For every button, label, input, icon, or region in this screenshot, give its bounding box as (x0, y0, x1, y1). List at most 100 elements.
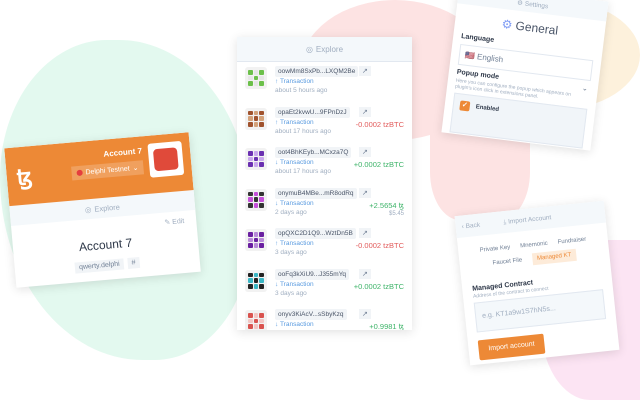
operation-type: ↓ Transaction (275, 159, 314, 166)
external-link-icon[interactable]: ↗ (359, 147, 371, 157)
operation-hash[interactable]: oot4BhKEyb...MCxza7Q (275, 147, 352, 158)
external-link-icon[interactable]: ↗ (359, 309, 371, 319)
tab-mnemonic[interactable]: Mnemonic (519, 240, 549, 250)
import-account-card: ‹ Back ⤓ Import Account Private Key Mnem… (454, 200, 620, 366)
back-label: Back (465, 221, 481, 231)
chevron-down-icon: ⌄ (132, 164, 139, 173)
operation-item[interactable]: opQXC2D1Q9...WztDn5B ↗ ↑ Transaction 3 d… (237, 224, 412, 265)
gear-icon: ⚙ (516, 0, 524, 8)
network-status-dot (76, 169, 83, 177)
tab-faucet-file[interactable]: Faucet File (492, 257, 523, 267)
arrow-up-icon: ↑ (275, 118, 279, 126)
operation-amount: +0.0002 tzBTC (353, 160, 404, 169)
operation-type-label: Transaction (279, 321, 314, 328)
explore-label: Explore (94, 202, 121, 214)
network-name: Delphi Testnet (85, 164, 130, 176)
operation-time: 2 days ago (275, 208, 307, 216)
operation-item[interactable]: onymuB4MBe...mR8odRq ↗ ↓ Transaction 2 d… (237, 184, 412, 225)
edit-button[interactable]: ✎ Edit (164, 217, 184, 227)
operation-type-label: Transaction (279, 118, 314, 126)
operation-amount: -0.0002 tzBTC (355, 119, 404, 129)
operation-time: about 17 hours ago (275, 168, 332, 175)
domain-name[interactable]: qwerty.delphi (74, 258, 125, 274)
checkbox-checked-icon[interactable]: ✓ (459, 100, 471, 112)
tab-managed-kt[interactable]: Managed KT (531, 248, 577, 266)
popup-enabled-label: Enabled (475, 104, 500, 114)
hash-toggle[interactable]: # (127, 256, 141, 269)
edit-label: Edit (171, 217, 185, 226)
tab-private-key[interactable]: Private Key (479, 244, 511, 254)
identicon (245, 67, 267, 89)
explore-header: ◎ Explore (237, 37, 412, 62)
settings-header-label: Settings (524, 0, 549, 11)
import-title-label: Import Account (507, 214, 552, 226)
settings-card: ⚙ Settings ⚙ General Language 🇺🇸 English … (441, 0, 609, 151)
operation-type-label: Transaction (279, 240, 314, 247)
operation-type: ↓ Transaction (275, 321, 314, 328)
import-title: ⤓ Import Account (503, 214, 552, 227)
arrow-down-icon: ↓ (275, 280, 279, 288)
operation-type: ↓ Transaction (275, 281, 314, 288)
operation-type: ↓ Transaction (275, 200, 314, 207)
compass-icon: ◎ (305, 44, 313, 54)
operation-type: ↑ Transaction (275, 78, 314, 85)
identicon (245, 107, 267, 130)
operation-item[interactable]: onyv3KiAcV...sSbyKzq ↗ ↓ Transaction +0.… (237, 305, 412, 330)
operation-hash[interactable]: oowMm8SxPb...LXQM2Be (275, 66, 359, 77)
operation-time: about 5 hours ago (275, 87, 328, 94)
temple-logo-icon: ꜩ (15, 164, 34, 191)
operation-type-label: Transaction (279, 280, 314, 288)
operation-time: 3 days ago (275, 289, 307, 297)
operation-amount: +0.9981 ꜩ (369, 322, 404, 330)
operation-type-label: Transaction (279, 78, 314, 85)
operation-time: 3 days ago (275, 249, 307, 256)
operation-type-label: Transaction (279, 199, 314, 207)
operation-type-label: Transaction (279, 159, 314, 166)
external-link-icon[interactable]: ↗ (359, 106, 371, 117)
operations-list: oowMm8SxPb...LXQM2Be ↗ ↑ Transaction abo… (237, 62, 412, 330)
operation-item[interactable]: oowMm8SxPb...LXQM2Be ↗ ↑ Transaction abo… (237, 62, 412, 103)
external-link-icon[interactable]: ↗ (359, 268, 371, 279)
operation-item[interactable]: opaEt2kvwU...9FPnDzJ ↗ ↑ Transaction abo… (237, 103, 412, 144)
explore-title: Explore (315, 44, 344, 54)
operation-hash[interactable]: onymuB4MBe...mR8odRq (275, 187, 357, 199)
operation-item[interactable]: ooFq3kXiU9...J355mYq ↗ ↓ Transaction 3 d… (237, 265, 412, 306)
arrow-down-icon: ↓ (275, 199, 279, 207)
back-button[interactable]: ‹ Back (461, 221, 481, 231)
arrow-down-icon: ↓ (275, 321, 279, 328)
compass-icon: ◎ (84, 204, 92, 215)
operation-hash[interactable]: opaEt2kvwU...9FPnDzJ (275, 106, 350, 118)
arrow-up-icon: ↑ (275, 240, 279, 247)
arrow-down-icon: ↓ (275, 159, 279, 166)
operation-time: about 17 hours ago (275, 127, 332, 135)
external-link-icon[interactable]: ↗ (359, 66, 371, 76)
tab-fundraiser[interactable]: Fundraiser (557, 236, 587, 246)
operation-usd-value: $5.45 (388, 210, 404, 217)
identicon (245, 310, 267, 330)
avatar[interactable] (147, 140, 185, 178)
account-name: Account 7 (103, 146, 143, 159)
operation-type: ↑ Transaction (275, 240, 314, 247)
operation-hash[interactable]: ooFq3kXiU9...J355mYq (275, 268, 350, 280)
explore-panel: ◎ Explore oowMm8SxPb...LXQM2Be ↗ ↑ Transa… (237, 37, 412, 330)
general-label: General (514, 18, 559, 38)
external-link-icon[interactable]: ↗ (359, 228, 371, 238)
arrow-up-icon: ↑ (275, 78, 279, 85)
operation-amount: +2.5654 ꜩ (369, 200, 404, 210)
operation-hash[interactable]: opQXC2D1Q9...WztDn5B (275, 228, 356, 239)
operation-hash[interactable]: onyv3KiAcV...sSbyKzq (275, 309, 347, 320)
identicon (245, 229, 267, 251)
identicon (245, 148, 267, 170)
operation-amount: +0.0002 tzBTC (353, 281, 404, 291)
account-card: ꜩ Account 7 Delphi Testnet ⌄ ◎ Explore ✎ … (4, 132, 201, 288)
external-link-icon[interactable]: ↗ (359, 187, 371, 198)
language-value: English (476, 52, 504, 65)
identicon (245, 188, 267, 211)
operation-type: ↑ Transaction (275, 119, 314, 126)
network-selector[interactable]: Delphi Testnet ⌄ (70, 160, 145, 181)
identicon (245, 269, 267, 292)
operation-item[interactable]: oot4BhKEyb...MCxza7Q ↗ ↓ Transaction abo… (237, 143, 412, 184)
chevron-down-icon: ⌄ (581, 85, 589, 93)
operation-amount: -0.0002 tzBTC (355, 241, 404, 250)
import-account-button[interactable]: Import account (477, 333, 546, 361)
